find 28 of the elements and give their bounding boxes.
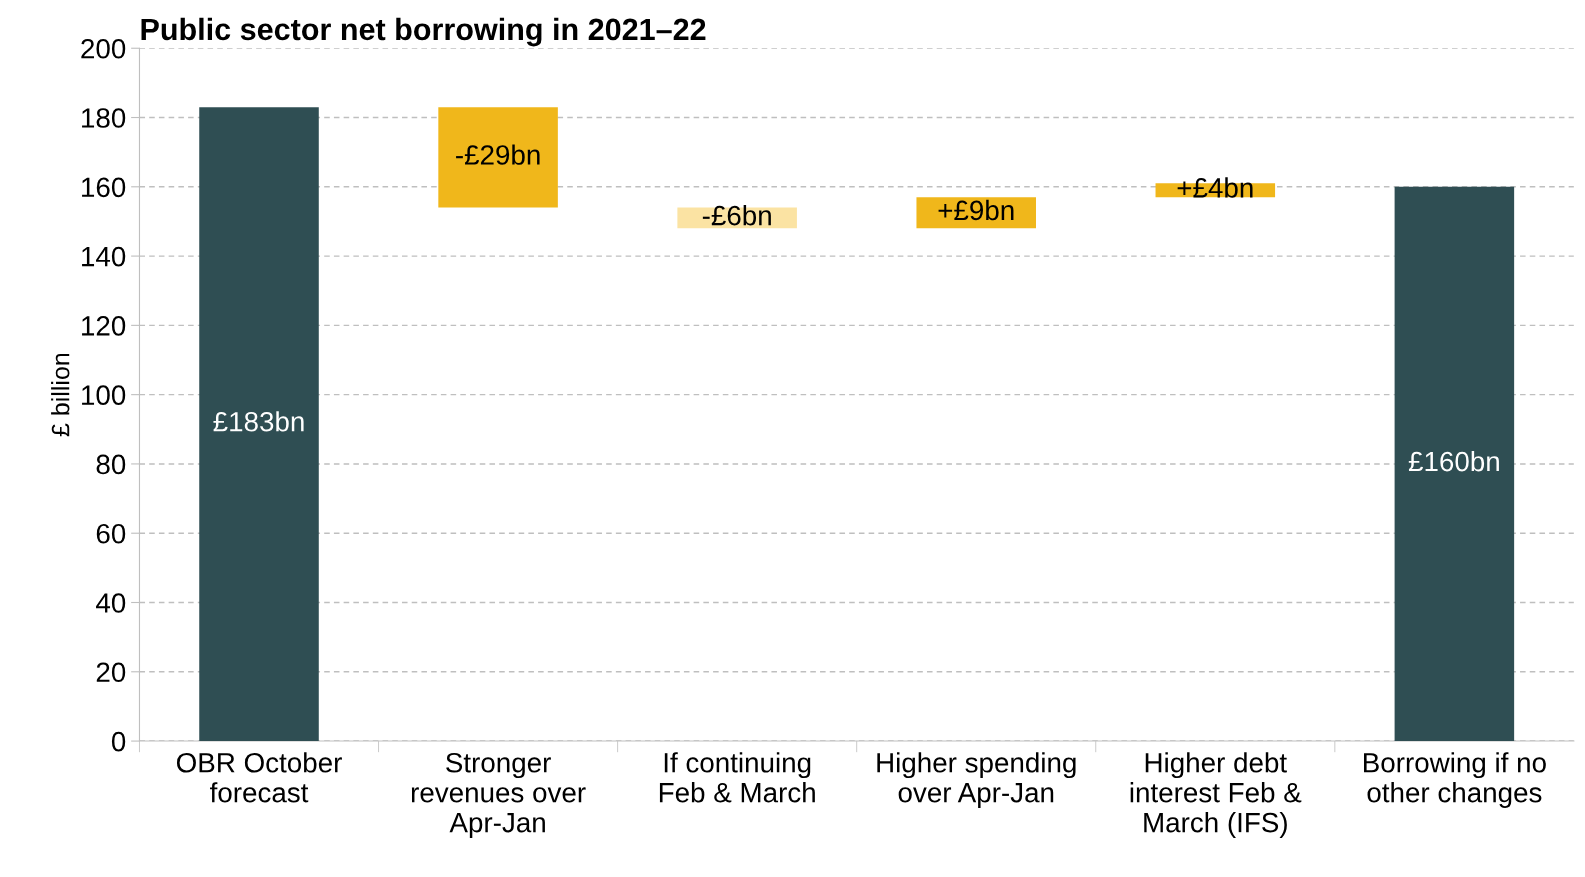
data-label: £183bn bbox=[213, 411, 304, 432]
y-tick-label: 40 bbox=[96, 593, 126, 613]
data-label: -£6bn bbox=[702, 205, 771, 226]
y-tick-label: 200 bbox=[81, 38, 126, 59]
x-tick-label: If continuing Feb & March bbox=[659, 752, 815, 803]
data-label: -£29bn bbox=[456, 144, 540, 165]
y-tick-label: 120 bbox=[82, 316, 126, 336]
y-tick-label: 20 bbox=[96, 662, 126, 683]
x-tick-label: OBR October forecast bbox=[176, 752, 342, 803]
bar bbox=[438, 107, 558, 208]
data-label: £160bn bbox=[1408, 450, 1499, 472]
y-tick-label: 180 bbox=[82, 108, 126, 128]
x-tick-label: Higher spending over Apr-Jan bbox=[877, 752, 1076, 808]
x-tick-label: Borrowing if no other changes bbox=[1364, 752, 1546, 808]
x-tick-label: Higher debt interest Feb & March (IFS) bbox=[1130, 752, 1302, 838]
chart-title: Public sector net borrowing in 2021–22 bbox=[141, 17, 706, 47]
y-tick-label: 140 bbox=[82, 246, 126, 267]
x-tick-label: Stronger revenues over Apr-Jan bbox=[411, 752, 586, 838]
y-axis-title: £ billion bbox=[51, 353, 70, 437]
bar bbox=[199, 107, 319, 742]
y-tick-label: 80 bbox=[96, 454, 126, 475]
y-tick-label: 0 bbox=[111, 731, 126, 752]
data-label: +£9bn bbox=[938, 199, 1014, 221]
data-label: +£4bn bbox=[1177, 177, 1253, 198]
y-tick-label: 100 bbox=[82, 385, 126, 405]
y-tick-label: 160 bbox=[82, 177, 126, 198]
y-tick-label: 60 bbox=[96, 523, 126, 544]
bar bbox=[1394, 186, 1515, 742]
